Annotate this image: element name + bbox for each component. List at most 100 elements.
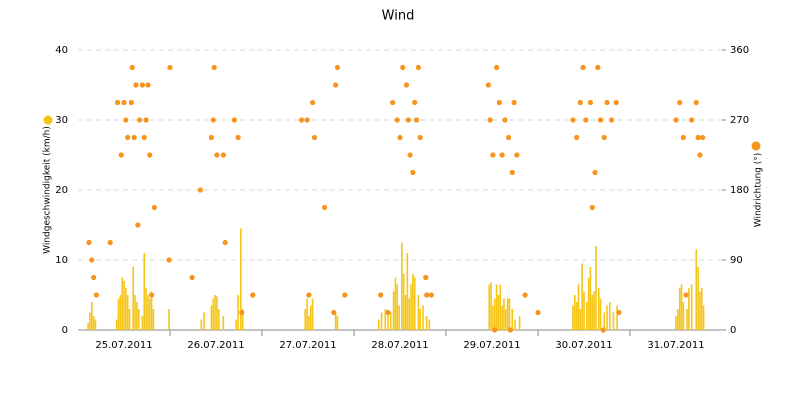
bar (677, 309, 679, 330)
y2-tick-label: 180 (730, 185, 749, 196)
bar (396, 284, 399, 330)
dot (587, 99, 594, 106)
bar (612, 312, 615, 330)
bar (390, 312, 392, 330)
dot (595, 64, 601, 71)
bar (497, 295, 500, 330)
bar (690, 284, 693, 330)
bar (577, 284, 580, 330)
dot (342, 292, 348, 298)
bar (143, 253, 146, 330)
bar (581, 263, 583, 330)
dot (125, 134, 131, 141)
dot (93, 292, 99, 298)
bar (495, 284, 498, 330)
dot (509, 169, 515, 176)
bar (336, 316, 339, 330)
dot (397, 134, 403, 141)
bar (579, 309, 582, 330)
dot (210, 117, 216, 123)
chart-title: Wind (382, 9, 415, 24)
dot (208, 134, 214, 141)
bar (406, 253, 409, 330)
dot (407, 152, 413, 158)
bar (132, 267, 134, 330)
dot (128, 99, 134, 106)
bar (136, 302, 138, 330)
bar (404, 295, 407, 330)
bar (583, 291, 585, 330)
bar (200, 319, 203, 330)
x-tick-label: 28.07.2011 (371, 340, 428, 351)
bar (117, 298, 120, 330)
dot (423, 274, 429, 281)
dot (683, 292, 689, 298)
y-tick-label: 30 (55, 115, 68, 126)
dot (695, 134, 701, 141)
dot (231, 117, 237, 123)
bar (210, 305, 213, 330)
bar (606, 305, 608, 330)
dot (133, 82, 139, 88)
dot (597, 117, 604, 123)
y2-tick-label: 90 (730, 255, 743, 266)
dot (496, 99, 502, 106)
dot (166, 257, 172, 263)
bar (401, 242, 403, 330)
dot (600, 327, 606, 333)
bar (412, 274, 414, 330)
dot (143, 117, 149, 123)
bar (222, 316, 225, 330)
bar (589, 267, 592, 330)
bar (503, 298, 505, 330)
dot (114, 99, 121, 106)
dot (145, 82, 151, 88)
dot (697, 152, 703, 158)
dot (129, 64, 135, 71)
bar (572, 305, 574, 330)
dot (378, 292, 384, 298)
dot (490, 152, 496, 158)
y2-tick-label: 270 (730, 115, 749, 126)
bar (419, 309, 422, 330)
bar (394, 277, 397, 330)
dot (700, 134, 706, 141)
y-tick-label: 40 (55, 45, 68, 56)
bar (585, 302, 588, 330)
bar (675, 316, 677, 330)
bar (392, 291, 395, 330)
bar (587, 277, 590, 330)
y-tick-label: 0 (62, 325, 68, 336)
dot (412, 99, 418, 106)
dot (107, 239, 113, 246)
bar (241, 309, 244, 330)
bar (603, 312, 606, 330)
bar (417, 295, 420, 330)
dot (589, 204, 595, 211)
dot (394, 117, 400, 123)
dot (147, 152, 153, 158)
bar (499, 284, 502, 330)
bar (505, 309, 507, 330)
bar (125, 288, 127, 330)
dot (505, 134, 512, 141)
bar (147, 295, 149, 330)
dot (135, 222, 141, 228)
dot (137, 117, 143, 123)
dot (121, 99, 127, 106)
bar (699, 291, 701, 330)
dot (424, 292, 430, 298)
bar (702, 305, 705, 330)
dot (331, 309, 337, 316)
dot (139, 82, 145, 88)
dot (514, 152, 520, 158)
bar (87, 323, 89, 330)
bar (518, 316, 521, 330)
bar (119, 295, 122, 330)
x-tick-label: 26.07.2011 (187, 340, 244, 351)
bar (203, 312, 205, 330)
dot (677, 99, 683, 106)
y2-tick-label: 360 (730, 45, 749, 56)
bar (408, 298, 410, 330)
dot (609, 117, 615, 123)
